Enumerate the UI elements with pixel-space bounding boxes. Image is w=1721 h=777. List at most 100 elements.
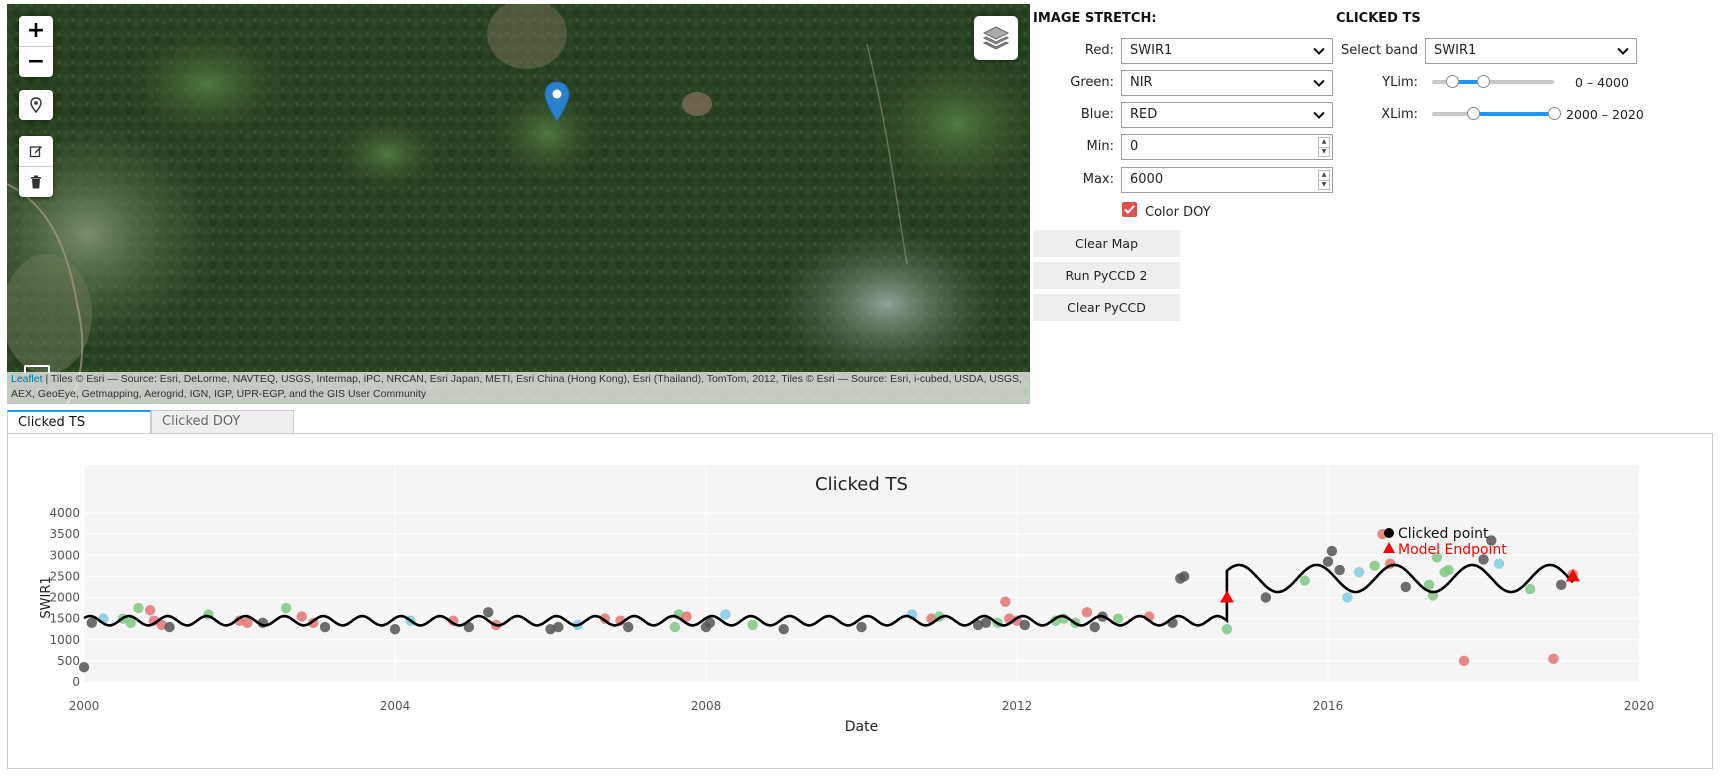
- model-endpoints: [1219, 569, 1580, 603]
- chevron-down-icon: [1617, 47, 1629, 55]
- ts-band-select[interactable]: SWIR1: [1425, 38, 1637, 64]
- min-value: 0: [1130, 139, 1139, 154]
- green-band-select[interactable]: NIR: [1121, 70, 1333, 96]
- model-fit-line: [83, 563, 1574, 627]
- data-point: [242, 617, 253, 629]
- data-point: [1322, 556, 1334, 567]
- data-point: [1260, 592, 1272, 603]
- data-point: [681, 611, 692, 622]
- data-point: [86, 617, 97, 629]
- xlim-label: XLim:: [1381, 107, 1418, 122]
- data-point: [856, 621, 867, 633]
- ylim-handle-high[interactable]: [1476, 75, 1490, 88]
- data-point: [1369, 560, 1380, 572]
- map-pin-icon: [30, 97, 42, 113]
- trash-icon: [31, 175, 41, 189]
- y-tick-label: 2000: [49, 591, 80, 605]
- blue-band-value: RED: [1130, 107, 1158, 122]
- y-tick-label: 0: [72, 675, 80, 689]
- chart-title: Clicked TS: [815, 474, 908, 495]
- color-doy-label: Color DOY: [1145, 205, 1211, 220]
- edit-icon: [29, 146, 42, 158]
- ts-band-value: SWIR1: [1434, 43, 1477, 58]
- data-point: [704, 617, 716, 629]
- image-stretch-title: IMAGE STRETCH:: [1033, 11, 1157, 26]
- marker-tool-button[interactable]: [19, 90, 53, 120]
- tab-clicked-ts[interactable]: Clicked TS: [7, 410, 151, 434]
- data-point: [1548, 653, 1559, 664]
- data-point: [1112, 613, 1124, 624]
- color-doy-checkbox[interactable]: [1122, 202, 1137, 217]
- green-band-value: NIR: [1130, 75, 1153, 90]
- min-spinner[interactable]: ▲ ▼: [1318, 137, 1330, 157]
- zoom-out-button[interactable]: −: [19, 46, 53, 77]
- data-point: [389, 623, 401, 635]
- data-point: [1221, 623, 1233, 635]
- data-point: [1353, 566, 1365, 578]
- data-point: [778, 623, 789, 635]
- y-tick-label: 2500: [49, 569, 80, 583]
- clear-map-button[interactable]: Clear Map: [1033, 230, 1180, 257]
- xlim-handle-high[interactable]: [1548, 107, 1561, 120]
- plot-area: [84, 465, 1639, 682]
- ylim-fill: [1452, 80, 1483, 84]
- data-point: [747, 619, 758, 631]
- red-label: Red:: [1084, 43, 1114, 58]
- y-tick-label: 1500: [49, 612, 80, 626]
- ylim-track: [1432, 80, 1554, 84]
- layers-toggle-button[interactable]: [974, 16, 1018, 60]
- max-spinner[interactable]: ▲ ▼: [1318, 170, 1330, 190]
- zoom-control: + −: [19, 16, 53, 77]
- layers-icon: [982, 26, 1010, 50]
- map-attribution: Leaflet | Tiles © Esri — Source: Esri, D…: [7, 372, 1030, 404]
- xlim-handle-low[interactable]: [1466, 107, 1480, 120]
- clear-pyccd-button[interactable]: Clear PyCCD: [1033, 294, 1180, 321]
- chevron-down-icon: [1313, 47, 1325, 55]
- run-pyccd-button[interactable]: Run PyCCD 2: [1033, 262, 1180, 289]
- legend-endpoint-marker: [1383, 542, 1395, 553]
- x-axis-label: Date: [845, 719, 878, 735]
- edit-control: [19, 136, 53, 197]
- data-point: [1431, 552, 1443, 563]
- zoom-in-button[interactable]: +: [26, 18, 46, 43]
- legend-clicked-point-label: Clicked point: [1398, 526, 1489, 542]
- edit-layers-button[interactable]: [19, 136, 53, 166]
- max-input[interactable]: 6000 ▲ ▼: [1121, 167, 1333, 193]
- delete-layers-button[interactable]: [19, 166, 53, 197]
- data-point: [1493, 558, 1505, 569]
- y-axis-ticks: 0 500 1000 1500 2000 2500 3000 3500 4000: [49, 506, 80, 689]
- data-point: [1178, 571, 1190, 582]
- tab-panel: [7, 433, 1713, 769]
- data-point: [623, 621, 634, 633]
- x-tick-label: 2004: [380, 699, 411, 713]
- blue-band-select[interactable]: RED: [1121, 102, 1333, 128]
- collapsed-tool-icon[interactable]: [24, 365, 50, 373]
- map-marker-icon[interactable]: [544, 81, 570, 122]
- x-axis-ticks: 2000 2004 2008 2012 2016 2020: [69, 699, 1655, 713]
- leaflet-link[interactable]: Leaflet: [11, 373, 43, 385]
- data-point: [296, 611, 307, 622]
- tab-clicked-doy[interactable]: Clicked DOY: [151, 410, 294, 434]
- x-tick-label: 2008: [691, 699, 722, 713]
- checkmark-icon: [1124, 205, 1135, 214]
- chevron-down-icon: [1313, 111, 1325, 119]
- red-band-select[interactable]: SWIR1: [1121, 38, 1333, 64]
- data-point: [720, 609, 731, 620]
- data-point: [483, 607, 494, 618]
- data-point: [280, 602, 292, 614]
- data-point: [1423, 579, 1435, 591]
- data-point: [980, 617, 992, 629]
- chart-legend[interactable]: Clicked point Model Endpoint: [1383, 526, 1507, 558]
- ylim-handle-low[interactable]: [1446, 75, 1460, 88]
- y-tick-label: 500: [57, 654, 80, 668]
- min-input[interactable]: 0 ▲ ▼: [1121, 134, 1333, 160]
- y-tick-label: 3000: [49, 548, 80, 562]
- attribution-text: | Tiles © Esri — Source: Esri, DeLorme, …: [11, 373, 1022, 400]
- y-tick-label: 4000: [49, 506, 80, 520]
- map-view[interactable]: + −: [7, 4, 1030, 404]
- data-point: [1556, 579, 1567, 591]
- ylim-readout: 0 – 4000: [1575, 75, 1629, 90]
- model-endpoint-marker: [1565, 569, 1580, 582]
- data-point: [1326, 545, 1338, 557]
